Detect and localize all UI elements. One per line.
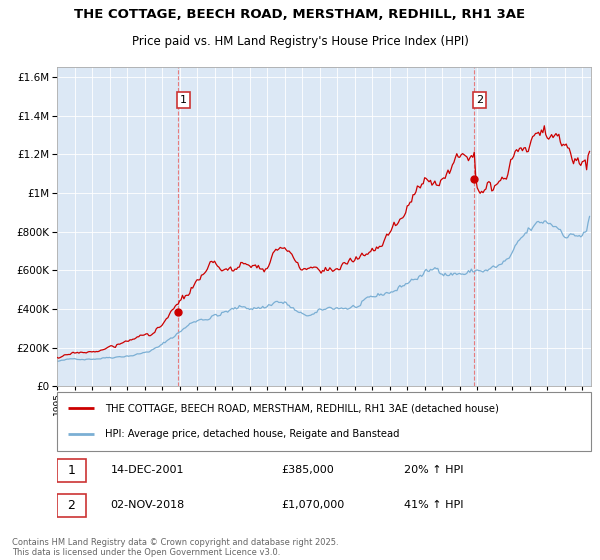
Text: Price paid vs. HM Land Registry's House Price Index (HPI): Price paid vs. HM Land Registry's House …: [131, 35, 469, 48]
Text: 2: 2: [476, 95, 483, 105]
Text: 1: 1: [67, 464, 76, 477]
Text: THE COTTAGE, BEECH ROAD, MERSTHAM, REDHILL, RH1 3AE (detached house): THE COTTAGE, BEECH ROAD, MERSTHAM, REDHI…: [105, 403, 499, 413]
Text: 1: 1: [180, 95, 187, 105]
Text: 41% ↑ HPI: 41% ↑ HPI: [404, 501, 464, 510]
Text: 02-NOV-2018: 02-NOV-2018: [110, 501, 185, 510]
Text: THE COTTAGE, BEECH ROAD, MERSTHAM, REDHILL, RH1 3AE: THE COTTAGE, BEECH ROAD, MERSTHAM, REDHI…: [74, 8, 526, 21]
Text: £385,000: £385,000: [281, 465, 334, 475]
Text: £1,070,000: £1,070,000: [281, 501, 344, 510]
Text: HPI: Average price, detached house, Reigate and Banstead: HPI: Average price, detached house, Reig…: [105, 430, 400, 440]
FancyBboxPatch shape: [57, 494, 86, 516]
FancyBboxPatch shape: [57, 392, 591, 451]
Text: 20% ↑ HPI: 20% ↑ HPI: [404, 465, 464, 475]
Text: Contains HM Land Registry data © Crown copyright and database right 2025.
This d: Contains HM Land Registry data © Crown c…: [12, 538, 338, 557]
FancyBboxPatch shape: [57, 459, 86, 482]
Text: 2: 2: [67, 499, 76, 512]
Text: 14-DEC-2001: 14-DEC-2001: [110, 465, 184, 475]
